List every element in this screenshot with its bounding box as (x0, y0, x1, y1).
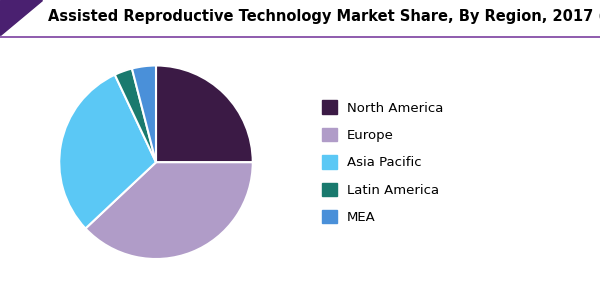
Text: Assisted Reproductive Technology Market Share, By Region, 2017 (%): Assisted Reproductive Technology Market … (48, 9, 600, 24)
Wedge shape (156, 65, 253, 162)
Wedge shape (85, 162, 253, 259)
Legend: North America, Europe, Asia Pacific, Latin America, MEA: North America, Europe, Asia Pacific, Lat… (322, 100, 443, 224)
Wedge shape (132, 65, 156, 162)
Wedge shape (59, 75, 156, 229)
Wedge shape (115, 68, 156, 162)
